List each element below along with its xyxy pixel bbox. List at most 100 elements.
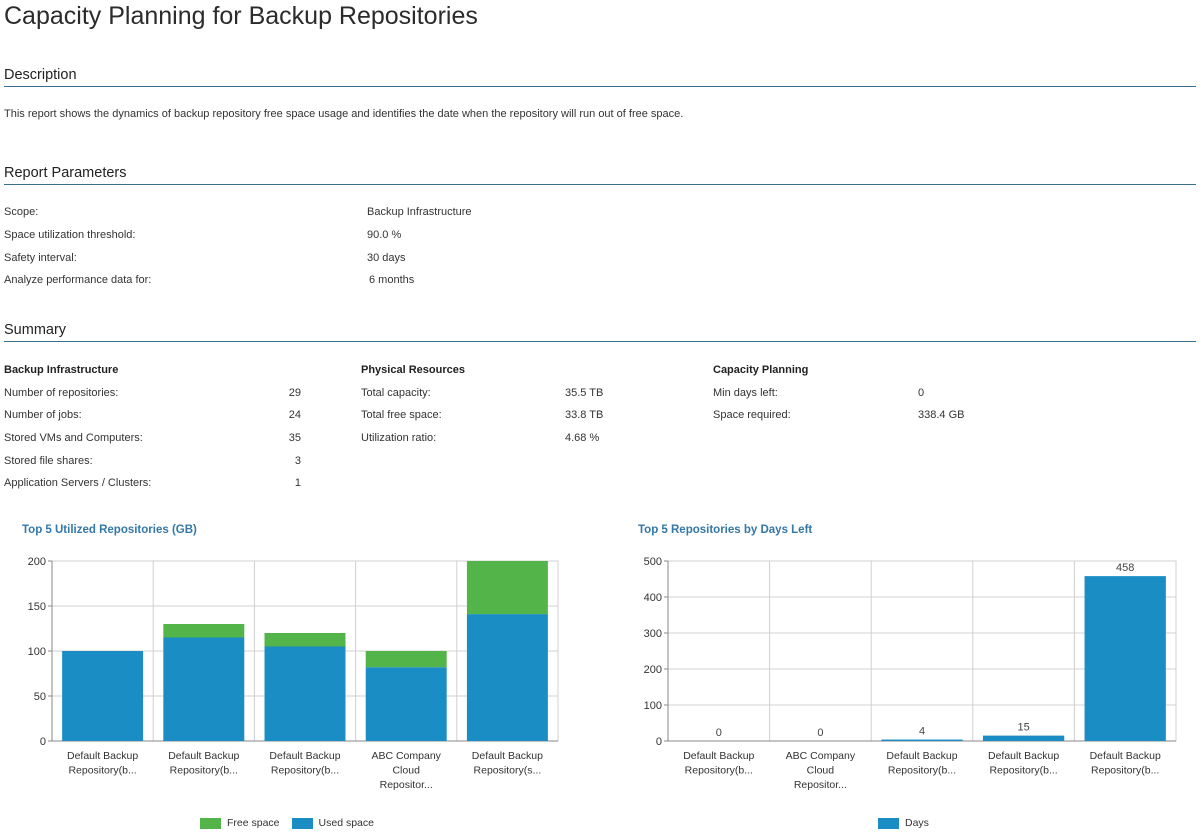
days-left-category-label-line: Repository(b... xyxy=(1091,765,1159,777)
days-left-category-label: ABC Company Cloud Repositor... xyxy=(786,750,856,791)
summary-label-stored-vms: Stored VMs and Computers: xyxy=(4,432,143,444)
days-left-data-label: 458 xyxy=(1116,562,1134,574)
days-left-ytick-label: 0 xyxy=(656,736,662,748)
days-left-category-label-line: Default Backup xyxy=(886,750,957,762)
summary-value-jobs: 24 xyxy=(288,409,301,421)
param-value-analyze-period: 6 months xyxy=(369,274,415,286)
chart-utilized-title: Top 5 Utilized Repositories (GB) xyxy=(22,524,197,536)
days-left-bar-days xyxy=(881,739,963,741)
legend-item-used-space: Used space xyxy=(291,817,374,829)
utilized-ytick-label: 0 xyxy=(40,736,46,748)
days-left-ytick-label: 100 xyxy=(644,700,662,712)
legend-swatch-used-space xyxy=(291,817,313,829)
summary-physical-resources-heading: Physical Resources xyxy=(361,364,465,376)
utilized-bar-used-space xyxy=(62,651,144,741)
chart-utilized-legend: Free space Used space xyxy=(200,817,386,829)
summary-value-utilization-ratio: 4.68 % xyxy=(565,432,600,444)
days-left-data-label: 4 xyxy=(919,726,925,738)
days-left-ytick-label: 400 xyxy=(644,592,662,604)
utilized-ytick-label: 50 xyxy=(34,691,46,703)
summary-label-total-capacity: Total capacity: xyxy=(361,387,431,399)
description-heading: Description xyxy=(4,66,1196,87)
days-left-category-label-line: Repository(b... xyxy=(685,765,753,777)
legend-label-free-space: Free space xyxy=(227,817,280,829)
param-value-scope: Backup Infrastructure xyxy=(367,206,472,218)
utilized-category-label-line: Default Backup xyxy=(67,750,138,762)
utilized-bar-free-space xyxy=(163,624,245,638)
days-left-data-label: 15 xyxy=(1017,722,1029,734)
days-left-data-label: 0 xyxy=(716,727,722,739)
summary-label-file-shares: Stored file shares: xyxy=(4,455,93,467)
chart-days-left: 0 100 200 300 400 500 0 Default Backup Repositor… xyxy=(644,556,1177,791)
summary-value-stored-vms: 35 xyxy=(288,432,301,444)
days-left-category-label-line: Default Backup xyxy=(683,750,754,762)
days-left-category-label-line: Cloud xyxy=(807,765,835,777)
utilized-category-label-line: Repository(b... xyxy=(271,765,339,777)
summary-label-min-days-left: Min days left: xyxy=(713,387,778,399)
utilized-category-label-line: Repository(b... xyxy=(170,765,238,777)
summary-value-space-required: 338.4 GB xyxy=(918,409,965,421)
days-left-category-label-line: Repositor... xyxy=(794,779,847,791)
utilized-ytick-label: 150 xyxy=(28,601,46,613)
summary-value-min-days-left: 0 xyxy=(918,387,925,399)
legend-item-days: Days xyxy=(878,817,929,829)
utilized-bar-used-space xyxy=(466,614,548,741)
utilized-category-label-line: Default Backup xyxy=(269,750,340,762)
utilized-category-label: ABC Company Cloud Repositor... xyxy=(371,750,441,791)
utilized-bar-used-space xyxy=(365,667,447,741)
legend-swatch-days xyxy=(878,817,899,829)
chart-days-left-title: Top 5 Repositories by Days Left xyxy=(638,524,813,536)
legend-label-used-space: Used space xyxy=(318,817,374,829)
param-label-safety-interval: Safety interval: xyxy=(4,252,77,264)
chart-days-left-legend: Days xyxy=(878,817,941,829)
utilized-category-label-line: Cloud xyxy=(392,765,420,777)
summary-capacity-planning-heading: Capacity Planning xyxy=(713,364,809,376)
days-left-category-label-line: ABC Company xyxy=(786,750,856,762)
utilized-category-label: Default Backup Repository(b... xyxy=(67,750,138,777)
legend-item-free-space: Free space xyxy=(200,817,280,829)
utilized-category-label: Default Backup Repository(s... xyxy=(472,750,543,777)
report-parameters-heading: Report Parameters xyxy=(4,164,1196,185)
utilized-bar-free-space xyxy=(466,561,548,615)
days-left-category-label: Default Backup Repository(b... xyxy=(1090,750,1161,777)
days-left-data-label: 0 xyxy=(817,727,823,739)
days-left-category-label-line: Repository(b... xyxy=(888,765,956,777)
legend-swatch-free-space xyxy=(200,817,221,829)
days-left-category-label-line: Repository(b... xyxy=(989,765,1057,777)
param-label-scope: Scope: xyxy=(4,206,39,218)
summary-value-total-free-space: 33.8 TB xyxy=(565,409,604,421)
utilized-ytick-label: 200 xyxy=(28,556,46,568)
summary-value-total-capacity: 35.5 TB xyxy=(565,387,604,399)
days-left-category-label-line: Default Backup xyxy=(1090,750,1161,762)
summary-value-app-servers: 1 xyxy=(294,477,301,489)
days-left-category-label: Default Backup Repository(b... xyxy=(683,750,754,777)
days-left-bar-days xyxy=(982,735,1065,741)
utilized-category-label: Default Backup Repository(b... xyxy=(269,750,340,777)
summary-label-utilization-ratio: Utilization ratio: xyxy=(361,432,437,444)
days-left-category-label-line: Default Backup xyxy=(988,750,1059,762)
page-title: Capacity Planning for Backup Repositorie… xyxy=(4,2,478,30)
utilized-category-label-line: Default Backup xyxy=(168,750,239,762)
utilized-category-label-line: Repository(s... xyxy=(474,765,542,777)
utilized-bar-free-space xyxy=(264,633,346,647)
days-left-category-label: Default Backup Repository(b... xyxy=(988,750,1059,777)
utilized-category-label-line: Repositor... xyxy=(380,779,433,791)
days-left-bar-days xyxy=(1084,576,1166,741)
legend-label-days: Days xyxy=(905,817,929,829)
utilized-ytick-label: 100 xyxy=(28,646,46,658)
summary-backup-infrastructure-heading: Backup Infrastructure xyxy=(4,364,119,376)
utilized-category-label-line: ABC Company xyxy=(371,750,441,762)
utilized-category-label-line: Default Backup xyxy=(472,750,543,762)
description-text: This report shows the dynamics of backup… xyxy=(4,108,684,120)
days-left-ytick-label: 200 xyxy=(644,664,662,676)
param-value-threshold: 90.0 % xyxy=(367,229,402,241)
summary-label-app-servers: Application Servers / Clusters: xyxy=(4,477,152,489)
param-value-safety-interval: 30 days xyxy=(367,252,406,264)
param-label-threshold: Space utilization threshold: xyxy=(4,229,136,241)
days-left-category-label: Default Backup Repository(b... xyxy=(886,750,957,777)
days-left-ytick-label: 300 xyxy=(644,628,662,640)
utilized-bar-used-space xyxy=(264,646,346,741)
utilized-category-label-line: Repository(b... xyxy=(68,765,136,777)
days-left-ytick-label: 500 xyxy=(644,556,662,568)
summary-value-file-shares: 3 xyxy=(294,455,301,467)
